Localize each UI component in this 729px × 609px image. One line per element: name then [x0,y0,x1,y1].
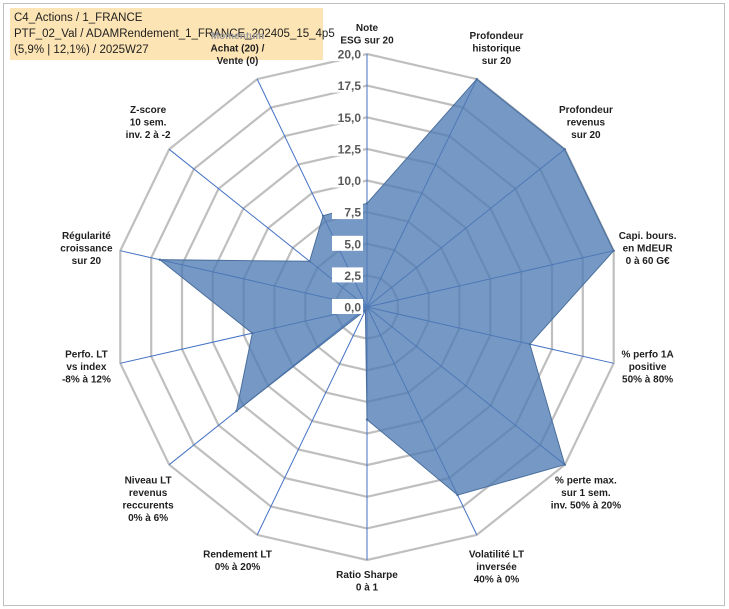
axis-label-line: revenus [567,118,606,129]
axis-label: Niveau LT revenus reccurents 0% à 6% [123,476,175,525]
axis-label-line: 0 à 1 [356,583,379,594]
axis-label: Note ESG sur 20 [340,23,394,47]
data-point [321,214,325,217]
axis-label-line: ESG sur 20 [340,36,394,47]
axis-label: Z-score 10 sem. inv. 2 à -2 [126,105,171,141]
info-line-2: PTF_02_Val / ADAMRendement_1_FRANCE_2024… [14,28,335,40]
data-point [308,260,311,263]
tick-label-bg [332,109,363,125]
series-points [158,77,615,497]
axis-label-line: reccurents [123,501,175,512]
tick-label: 15,0 [338,111,362,125]
axis-label: Profondeur revenus sur 20 [559,105,613,141]
data-point [235,409,238,413]
portfolio-info-box: C4_Actions / 1_FRANCE PTF_02_Val / ADAMR… [10,8,335,60]
axis-label-line: Z-score [130,105,167,116]
tick-label: 7,5 [344,206,361,220]
axis-label-line: Volatilité LT [469,550,524,561]
data-point [365,202,369,205]
data-point [563,463,566,466]
data-point [475,77,478,81]
axis-label-line: Profondeur [470,31,524,42]
axis-label-line: Momentum [211,31,264,42]
tick-label: 17,5 [338,79,362,93]
axis-label: Régularité croissance sur 20 [60,231,113,267]
axis-label-line: % perfo 1A [621,350,673,361]
axis-label: % perte max. sur 1 sem. inv. 50% à 20% [551,476,622,512]
tick-label-bg [332,77,363,93]
axis-label-line: Régularité [62,231,111,242]
axis-label-line: sur 20 [72,256,102,267]
axis-label-line: sur 20 [571,130,601,141]
axis-label-line: Achat (20) / [211,43,265,54]
axis-label-line: 0% à 6% [128,513,168,524]
axis-label-line: -8% à 12% [62,375,111,386]
tick-labels: 0,0 2,5 5,0 7,5 10,0 12,5 15,0 17,5 20,0 [332,46,363,315]
axis-label-line: inv. 2 à -2 [126,130,171,141]
axis-label-line: historique [472,43,521,54]
axis-label-line: Capi. bours. [619,231,677,242]
axis-label-line: Profondeur [559,105,613,116]
tick-label-bg [332,46,363,61]
axis-label-line: 0% à 20% [215,562,261,573]
tick-label-bg [332,172,363,188]
axis-label-line: 50% à 80% [622,375,673,386]
axis-label-line: 10 sem. [130,118,167,129]
axis-label-line: 40% à 0% [474,575,520,586]
data-point [365,418,369,421]
tick-label-bg [332,299,363,314]
data-point [364,309,367,312]
axis-label: Profondeur historique sur 20 [470,31,524,67]
axis-label-line: Ratio Sharpe [336,570,398,581]
axis-label: Volatilité LT inversée 40% à 0% [469,550,524,586]
data-point [456,493,459,497]
axis-label-line: Rendement LT [203,550,272,561]
axis-label-line: Niveau LT [125,476,172,487]
axis-label: Capi. bours. en MdEUR 0 à 60 G€ [619,231,677,267]
axis-label: Rendement LT 0% à 20% [203,550,272,574]
axis-labels: Note ESG sur 20 Profondeur historique sur 20… [60,23,676,594]
axis-label-line: inversée [476,562,517,573]
tick-label-bg [332,235,363,251]
tick-label-bg [332,204,363,220]
tick-label: 10,0 [338,174,362,188]
tick-label: 20,0 [338,48,362,62]
axis-label-line: positive [629,362,667,373]
tick-label: 5,0 [344,237,361,251]
axis-label-line: sur 1 sem. [561,488,611,499]
axis-label-line: croissance [60,243,113,254]
axis-label-line: inv. 50% à 20% [551,501,622,512]
tick-label-bg [332,267,363,283]
axis-label: Momentum Achat (20) / Vente (0) [211,31,265,67]
axis-label-line: Perfo. LT [65,350,108,361]
tick-label: 0,0 [344,301,361,315]
axis-label-line: % perte max. [555,476,617,487]
axis-label-line: vs index [66,362,106,373]
tick-label-bg [332,140,363,156]
axis-label-line: Vente (0) [217,56,259,67]
data-point [158,258,161,261]
axis-label-line: revenus [129,488,168,499]
axis-label-line: sur 20 [482,56,512,67]
tick-label: 12,5 [338,142,362,156]
axis-spoke [256,306,368,536]
axis-label: Ratio Sharpe 0 à 1 [336,570,398,594]
tick-label: 2,5 [344,269,361,283]
data-point [251,332,254,335]
axis-label-line: Note [356,23,379,34]
axis-label-line: 0 à 60 G€ [626,256,670,267]
data-point [612,249,615,252]
data-point [563,148,566,151]
axis-label: % perfo 1A positive 50% à 80% [621,350,673,386]
data-point [528,343,531,346]
info-line-1: C4_Actions / 1_FRANCE [14,12,143,24]
axis-label: Perfo. LT vs index -8% à 12% [62,350,111,386]
info-line-3: (5,9% | 12,1%) / 2025W27 [14,44,149,56]
axis-label-line: en MdEUR [623,243,674,254]
